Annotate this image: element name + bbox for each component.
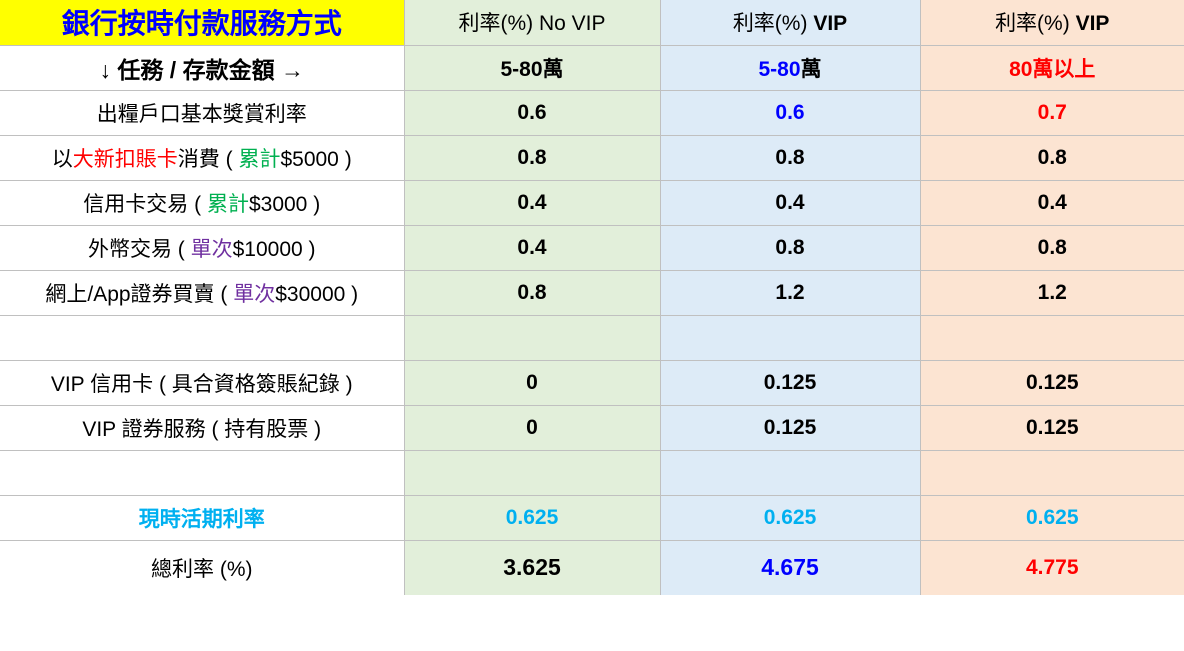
vip0-c1: 0 [404,360,660,405]
subheader-c2: 5-80萬 [660,45,920,90]
row2-c3: 0.4 [920,180,1184,225]
subheader-label: ↓ 任務 / 存款金額 → [0,45,404,90]
vip-row: VIP 信用卡 ( 具合資格簽賬紀錄 ) 0 0.125 0.125 [0,360,1184,405]
row0-c1: 0.6 [404,90,660,135]
subheader-c1: 5-80萬 [404,45,660,90]
vip0-c2: 0.125 [660,360,920,405]
header-title: 銀行按時付款服務方式 [0,0,404,45]
total-c3: 4.775 [920,540,1184,595]
task-row: 網上/App證券買賣 ( 單次$30000 ) 0.8 1.2 1.2 [0,270,1184,315]
row2-label: 信用卡交易 ( 累計$3000 ) [0,180,404,225]
row4-c3: 1.2 [920,270,1184,315]
header-row: 銀行按時付款服務方式 利率(%) No VIP 利率(%) VIP 利率(%) … [0,0,1184,45]
row4-c1: 0.8 [404,270,660,315]
blank1-c3 [920,315,1184,360]
current-rate-label: 現時活期利率 [0,495,404,540]
blank1-c1 [404,315,660,360]
vip0-label: VIP 信用卡 ( 具合資格簽賬紀錄 ) [0,360,404,405]
total-row: 總利率 (%) 3.625 4.675 4.775 [0,540,1184,595]
vip1-c2: 0.125 [660,405,920,450]
row2-c1: 0.4 [404,180,660,225]
subheader-row: ↓ 任務 / 存款金額 → 5-80萬 5-80萬 80萬以上 [0,45,1184,90]
current-rate-c2: 0.625 [660,495,920,540]
header-col2: 利率(%) VIP [660,0,920,45]
total-c2: 4.675 [660,540,920,595]
row3-c2: 0.8 [660,225,920,270]
row1-c3: 0.8 [920,135,1184,180]
total-label: 總利率 (%) [0,540,404,595]
total-c1: 3.625 [404,540,660,595]
row4-label: 網上/App證券買賣 ( 單次$30000 ) [0,270,404,315]
header-col1: 利率(%) No VIP [404,0,660,45]
row3-label: 外幣交易 ( 單次$10000 ) [0,225,404,270]
row0-label: 出糧戶口基本獎賞利率 [0,90,404,135]
task-row: 信用卡交易 ( 累計$3000 ) 0.4 0.4 0.4 [0,180,1184,225]
vip-row: VIP 證券服務 ( 持有股票 ) 0 0.125 0.125 [0,405,1184,450]
blank2-label [0,450,404,495]
blank-row [0,315,1184,360]
blank-row [0,450,1184,495]
vip1-c3: 0.125 [920,405,1184,450]
task-row: 外幣交易 ( 單次$10000 ) 0.4 0.8 0.8 [0,225,1184,270]
current-rate-row: 現時活期利率 0.625 0.625 0.625 [0,495,1184,540]
blank1-c2 [660,315,920,360]
current-rate-c1: 0.625 [404,495,660,540]
row0-c2: 0.6 [660,90,920,135]
row2-c2: 0.4 [660,180,920,225]
subheader-c3: 80萬以上 [920,45,1184,90]
task-row: 出糧戶口基本獎賞利率 0.6 0.6 0.7 [0,90,1184,135]
row0-c3: 0.7 [920,90,1184,135]
task-row: 以大新扣賬卡消費 ( 累計$5000 ) 0.8 0.8 0.8 [0,135,1184,180]
row4-c2: 1.2 [660,270,920,315]
row3-c1: 0.4 [404,225,660,270]
blank2-c1 [404,450,660,495]
blank2-c2 [660,450,920,495]
rate-table: 銀行按時付款服務方式 利率(%) No VIP 利率(%) VIP 利率(%) … [0,0,1184,595]
row1-c1: 0.8 [404,135,660,180]
blank1-label [0,315,404,360]
header-col3: 利率(%) VIP [920,0,1184,45]
vip1-c1: 0 [404,405,660,450]
row1-c2: 0.8 [660,135,920,180]
vip1-label: VIP 證券服務 ( 持有股票 ) [0,405,404,450]
row1-label: 以大新扣賬卡消費 ( 累計$5000 ) [0,135,404,180]
blank2-c3 [920,450,1184,495]
current-rate-c3: 0.625 [920,495,1184,540]
row3-c3: 0.8 [920,225,1184,270]
vip0-c3: 0.125 [920,360,1184,405]
